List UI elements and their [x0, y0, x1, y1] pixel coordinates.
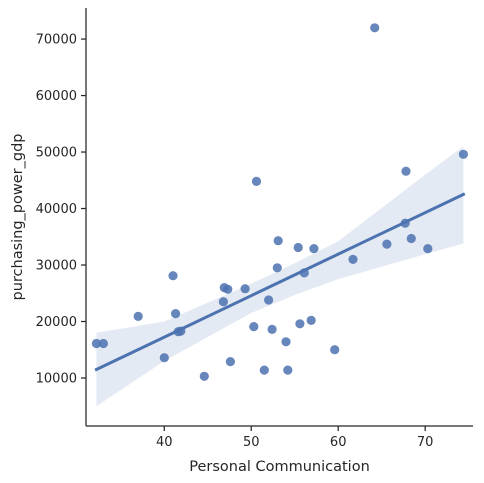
x-tick-label: 50	[243, 435, 260, 450]
y-axis-label: purchasing_power_gdp	[10, 134, 26, 301]
y-tick-label: 60000	[36, 89, 77, 104]
data-point	[299, 268, 309, 278]
data-point	[400, 218, 410, 228]
y-ticks: 10000 20000 30000 40000 50000 60000 70000	[36, 33, 86, 386]
x-axis-label: Personal Communication	[189, 459, 370, 475]
data-point	[283, 365, 293, 375]
data-point	[168, 271, 178, 281]
data-point	[382, 239, 392, 249]
data-point	[98, 338, 108, 349]
data-point	[133, 311, 143, 321]
data-point	[273, 236, 283, 246]
data-point	[225, 357, 235, 367]
x-tick-label: 40	[156, 435, 173, 450]
axes	[85, 8, 473, 427]
data-point	[176, 326, 186, 336]
confidence-band-layer	[96, 146, 464, 407]
data-point	[240, 284, 250, 294]
confidence-band	[96, 146, 464, 407]
data-point	[293, 242, 303, 253]
data-point	[330, 345, 340, 355]
x-tick-label: 70	[417, 435, 434, 450]
data-point	[272, 263, 282, 273]
data-point	[423, 244, 433, 254]
y-tick-label: 10000	[36, 371, 77, 386]
data-point	[249, 322, 259, 332]
y-tick-label: 40000	[36, 202, 77, 217]
data-point	[370, 23, 380, 33]
x-tick-label: 60	[330, 435, 347, 450]
y-tick-label: 70000	[36, 33, 77, 48]
data-point	[348, 254, 358, 264]
data-point	[223, 284, 233, 294]
data-point	[267, 324, 277, 334]
data-point	[406, 233, 416, 244]
data-point	[281, 337, 291, 347]
x-ticks: 40 50 60 70	[156, 426, 433, 450]
data-point	[218, 297, 228, 307]
data-point	[259, 365, 269, 375]
data-point	[401, 166, 411, 176]
data-point	[264, 295, 274, 305]
data-point	[306, 315, 316, 325]
y-tick-label: 30000	[36, 259, 77, 274]
data-point	[91, 338, 101, 349]
y-tick-label: 50000	[36, 146, 77, 161]
data-point	[251, 176, 262, 186]
data-point	[458, 149, 468, 159]
data-point	[309, 244, 319, 254]
y-tick-label: 20000	[36, 315, 77, 330]
data-point	[159, 353, 169, 363]
data-point	[295, 319, 305, 329]
data-point	[171, 309, 181, 319]
data-points-layer	[91, 23, 468, 381]
data-point	[199, 371, 209, 381]
